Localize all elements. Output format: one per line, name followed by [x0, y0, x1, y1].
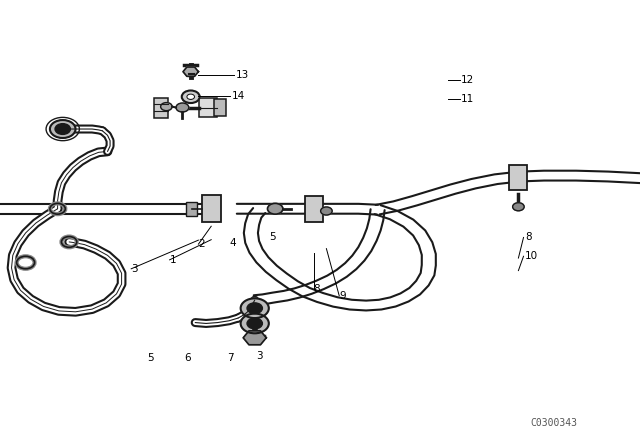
Polygon shape [243, 331, 266, 345]
Text: 8: 8 [314, 284, 320, 294]
Text: 5: 5 [147, 353, 154, 362]
Circle shape [513, 202, 524, 211]
Circle shape [321, 207, 332, 215]
Bar [214, 99, 226, 116]
Bar [186, 202, 197, 216]
Text: 9: 9 [339, 291, 346, 301]
Text: 11: 11 [461, 95, 474, 104]
Circle shape [241, 314, 269, 333]
Text: 4: 4 [229, 238, 236, 248]
Text: 13: 13 [236, 70, 249, 80]
Text: 12: 12 [461, 75, 474, 85]
Text: 1: 1 [170, 255, 176, 265]
Polygon shape [183, 67, 198, 76]
Circle shape [182, 90, 200, 103]
Bar [305, 196, 323, 222]
Circle shape [247, 303, 262, 314]
Circle shape [241, 298, 269, 318]
Bar [154, 98, 168, 118]
Circle shape [50, 120, 76, 138]
Bar [509, 165, 527, 190]
Bar [199, 98, 217, 117]
Text: 10: 10 [525, 251, 538, 261]
Text: 3: 3 [131, 264, 138, 274]
Text: C0300343: C0300343 [530, 418, 577, 428]
Circle shape [247, 318, 262, 329]
Text: 8: 8 [525, 233, 531, 242]
Bar [202, 195, 221, 222]
Text: 5: 5 [269, 232, 275, 241]
Text: 14: 14 [232, 91, 245, 101]
Circle shape [176, 103, 189, 112]
Text: 3: 3 [256, 351, 262, 361]
Circle shape [268, 203, 283, 214]
Circle shape [187, 94, 195, 99]
Text: 6: 6 [184, 353, 191, 363]
Circle shape [55, 124, 70, 134]
Text: 2: 2 [198, 239, 205, 249]
Circle shape [161, 103, 172, 111]
Text: 7: 7 [227, 353, 234, 362]
